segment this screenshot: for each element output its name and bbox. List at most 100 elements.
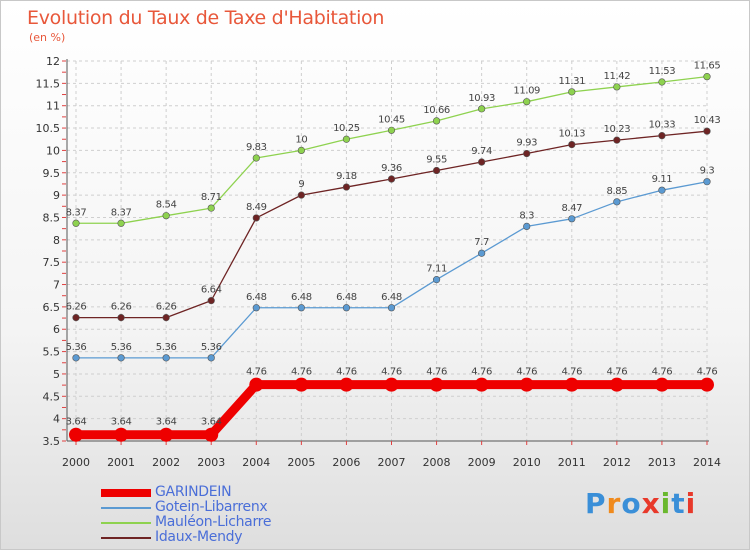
data-point — [519, 377, 534, 392]
data-label: 9 — [298, 179, 304, 190]
data-point — [568, 215, 576, 223]
data-point — [387, 304, 396, 312]
y-tick-label: 10.5 — [36, 122, 61, 135]
data-label: 9.93 — [516, 138, 537, 149]
axes: 3.5 4 4.5 5 5.5 6 6.5 7 7.5 8 8.5 9 9.5 10 10.5 11 11.5 1… — [36, 55, 722, 469]
chart-title: Evolution du Taux de Taxe d'Habitation — [27, 7, 385, 29]
data-point — [117, 354, 125, 362]
data-label: 8.54 — [156, 200, 177, 211]
data-label: 6.48 — [381, 292, 402, 303]
legend-swatch — [101, 522, 151, 524]
proxiti-logo: Proxiti — [585, 487, 696, 520]
data-label: 10.33 — [649, 120, 676, 131]
data-point — [72, 219, 80, 227]
series-lines — [69, 73, 714, 442]
data-label: 3.64 — [201, 417, 222, 428]
data-label: 6.26 — [66, 302, 87, 313]
logo-letter: i — [685, 487, 697, 520]
data-labels: 3.64 3.64 3.64 3.64 4.76 4.76 4.76 4.76 4.76 4.76… — [66, 61, 721, 428]
data-label: 8.85 — [607, 186, 628, 197]
data-point — [613, 136, 621, 144]
data-point — [658, 186, 666, 194]
data-point — [339, 377, 354, 392]
data-point — [523, 149, 531, 158]
data-label: 4.76 — [471, 367, 492, 378]
data-point — [69, 427, 83, 442]
data-point — [297, 146, 305, 155]
logo-letter: t — [671, 487, 686, 520]
data-label: 10.45 — [378, 114, 405, 125]
legend-label: Mauléon-Licharre — [155, 514, 272, 530]
data-point — [432, 276, 441, 284]
y-tick-label: 8 — [53, 234, 60, 247]
legend-swatch — [101, 489, 151, 497]
x-tick-label: 2014 — [693, 456, 721, 469]
data-point — [252, 154, 260, 162]
legend-label: Gotein-Libarrenx — [155, 499, 268, 515]
data-label: 5.36 — [111, 342, 132, 353]
data-point — [252, 304, 260, 312]
data-label: 5.36 — [66, 342, 87, 353]
data-label: 8.49 — [246, 202, 267, 213]
data-point — [297, 304, 305, 312]
y-tick-label: 11 — [46, 100, 60, 113]
data-point — [568, 88, 576, 96]
data-point — [72, 314, 80, 322]
data-label: 4.76 — [291, 367, 312, 378]
data-label: 8.71 — [201, 192, 222, 203]
data-label: 4.76 — [697, 367, 718, 378]
data-point — [207, 297, 215, 305]
data-label: 4.76 — [607, 367, 628, 378]
data-label: 9.83 — [246, 142, 267, 153]
x-tick-label: 2010 — [513, 456, 541, 469]
data-label: 10.23 — [604, 124, 631, 135]
y-tick-label: 7.5 — [43, 256, 61, 269]
data-point — [114, 427, 129, 442]
legend-label: Idaux-Mendy — [155, 529, 243, 545]
legend-label: GARINDEIN — [155, 484, 232, 500]
data-label: 6.48 — [291, 292, 312, 303]
data-label: 4.76 — [426, 367, 447, 378]
data-label: 9.36 — [381, 163, 402, 174]
y-tick-label: 4.5 — [43, 390, 61, 403]
data-point — [162, 354, 170, 362]
data-label: 3.64 — [66, 417, 87, 428]
data-label: 3.64 — [156, 417, 177, 428]
legend-swatch — [101, 537, 151, 539]
data-point — [564, 377, 579, 392]
data-point — [387, 126, 396, 134]
data-label: 10 — [295, 134, 307, 145]
x-tick-label: 2002 — [152, 456, 180, 469]
data-label: 10.25 — [333, 123, 360, 134]
data-label: 4.76 — [561, 367, 582, 378]
data-point — [703, 178, 711, 186]
x-tick-label: 2005 — [287, 456, 315, 469]
x-tick-label: 2013 — [648, 456, 676, 469]
legend-swatch — [101, 507, 151, 509]
x-tick-label: 2006 — [332, 456, 360, 469]
x-tick-label: 2001 — [107, 456, 135, 469]
data-point — [117, 314, 125, 322]
data-point — [523, 222, 531, 231]
data-label: 4.76 — [246, 367, 267, 378]
data-label: 6.26 — [156, 302, 177, 313]
data-label: 9.74 — [471, 146, 492, 157]
data-point — [700, 377, 714, 392]
data-label: 11.09 — [513, 86, 540, 97]
data-label: 6.48 — [336, 292, 357, 303]
y-tick-label: 11.5 — [36, 77, 61, 90]
data-point — [478, 158, 486, 166]
data-label: 5.36 — [201, 342, 222, 353]
data-point — [613, 198, 621, 206]
data-point — [658, 132, 666, 140]
chart-subtitle: (en %) — [29, 31, 66, 44]
data-point — [432, 117, 441, 125]
data-point — [249, 377, 264, 392]
x-tick-label: 2009 — [468, 456, 496, 469]
x-tick-label: 2008 — [423, 456, 451, 469]
logo-letter: r — [606, 487, 622, 520]
data-label: 6.48 — [246, 292, 267, 303]
data-label: 10.13 — [558, 129, 585, 140]
